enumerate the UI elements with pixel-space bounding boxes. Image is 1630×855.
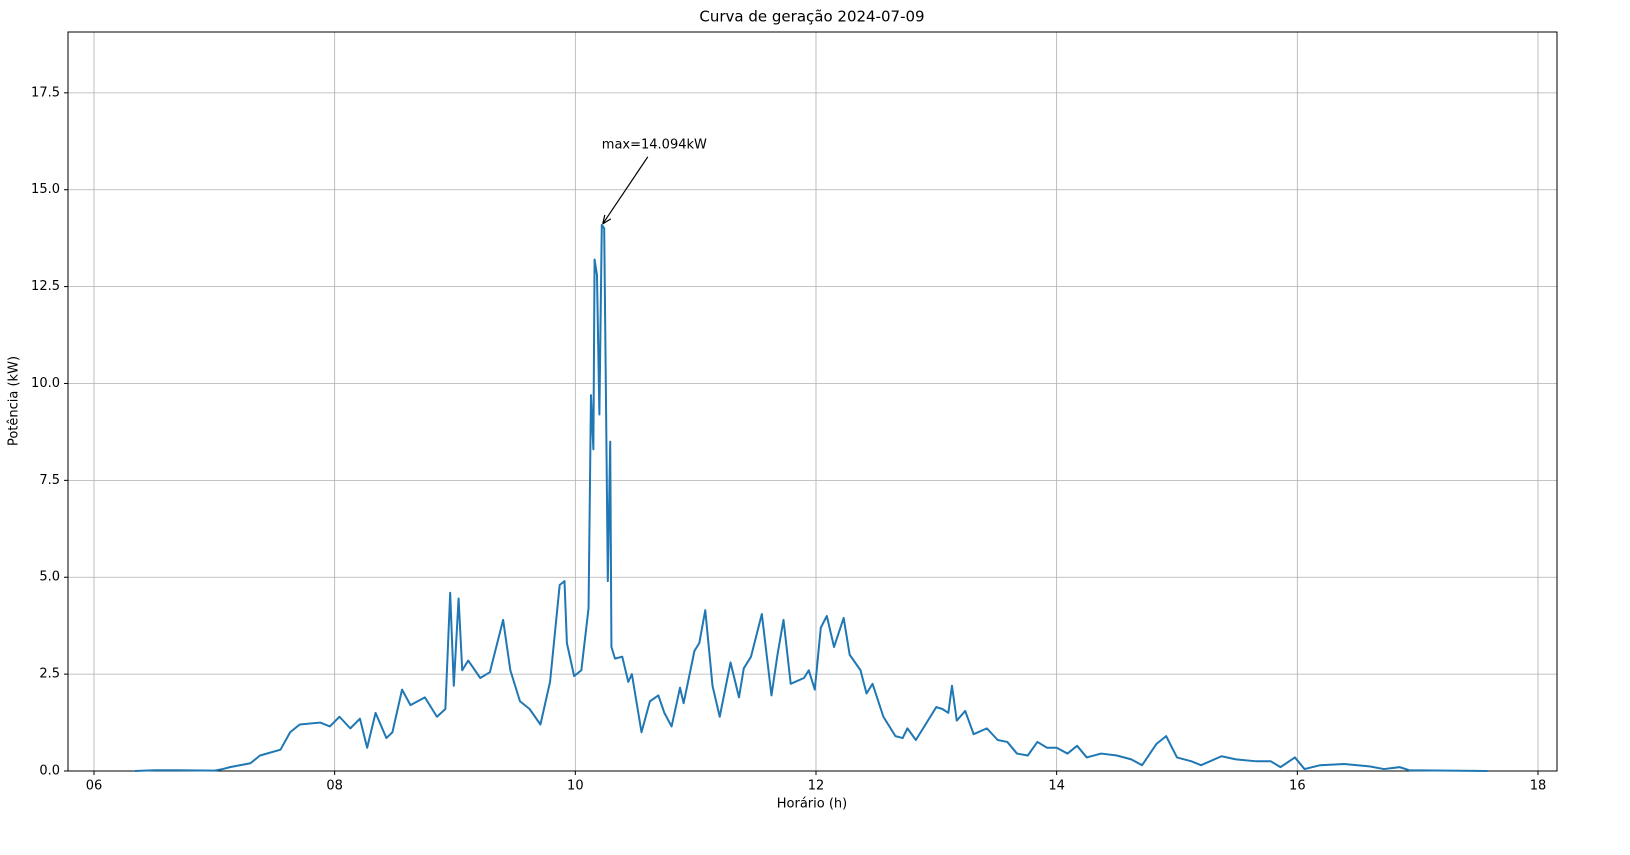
- y-tick-label: 10.0: [31, 376, 60, 391]
- x-tick-label: 16: [1289, 779, 1306, 794]
- annotation-arrowhead: [602, 214, 612, 225]
- y-tick-label: 17.5: [31, 85, 60, 100]
- chart-title: Curva de geração 2024-07-09: [699, 8, 924, 26]
- y-axis-label: Potência (kW): [7, 356, 22, 446]
- x-axis-label: Horário (h): [777, 797, 847, 812]
- x-tick-label: 12: [808, 779, 825, 794]
- y-tick-label: 7.5: [39, 473, 60, 488]
- y-tick-label: 2.5: [39, 667, 60, 682]
- x-tick-label: 06: [86, 779, 103, 794]
- y-tick-label: 5.0: [39, 570, 60, 585]
- data-line: [134, 223, 1488, 772]
- annotation-arrow: [602, 156, 649, 225]
- x-tick-label: 18: [1530, 779, 1547, 794]
- x-tick-label: 14: [1048, 779, 1065, 794]
- y-tick-label: 15.0: [31, 182, 60, 197]
- y-tick-label: 0.0: [39, 764, 60, 779]
- x-tick-label: 08: [326, 779, 343, 794]
- x-tick-label: 10: [567, 779, 584, 794]
- y-tick-label: 12.5: [31, 279, 60, 294]
- plot-frame: [67, 31, 1558, 772]
- annotation: max=14.094kW: [602, 137, 707, 152]
